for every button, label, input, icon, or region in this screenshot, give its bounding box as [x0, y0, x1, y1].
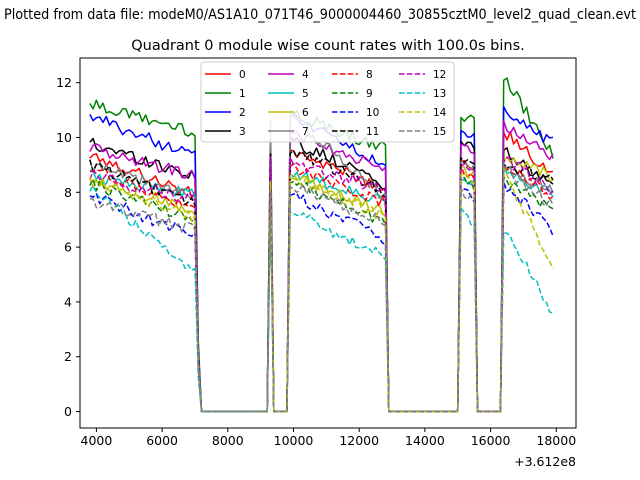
y-axis: 0 2 4 6 8 10 12	[56, 75, 80, 419]
y-tick-label: 4	[64, 294, 72, 309]
legend-label-4: 4	[302, 69, 309, 81]
y-tick-label: 10	[56, 130, 72, 145]
legend-label-3: 3	[239, 126, 246, 138]
y-tick-label: 6	[64, 240, 72, 255]
y-tick-label: 0	[64, 404, 72, 419]
x-tick-label: 14000	[405, 433, 445, 448]
legend-label-0: 0	[239, 69, 246, 81]
x-tick-label: 8000	[212, 433, 244, 448]
figure-suptitle: Plotted from data file: modeM0/AS1A10_07…	[4, 7, 636, 23]
legend-label-13: 13	[433, 88, 446, 100]
x-tick-label: 16000	[471, 433, 511, 448]
x-tick-label: 4000	[81, 433, 113, 448]
plot-frame	[79, 57, 577, 429]
legend-label-6: 6	[302, 107, 309, 119]
legend-label-1: 1	[239, 88, 246, 100]
y-tick-label: 12	[56, 75, 72, 90]
legend-label-8: 8	[366, 69, 373, 81]
chart-title: Quadrant 0 module wise count rates with …	[131, 38, 525, 54]
legend-label-14: 14	[433, 107, 447, 119]
x-offset-label: +3.612e8	[514, 454, 576, 469]
y-tick-label: 2	[64, 349, 72, 364]
series-line-13	[89, 184, 554, 413]
legend-frame	[200, 61, 455, 143]
legend-label-5: 5	[302, 88, 309, 100]
legend-label-15: 15	[433, 126, 446, 138]
x-tick-label: 18000	[536, 433, 576, 448]
series-line-14	[89, 167, 554, 413]
x-axis: 4000 6000 8000 10000 12000 14000 16000 18000	[81, 428, 576, 448]
series-line-15	[89, 162, 554, 413]
series-layer	[89, 77, 554, 413]
legend-label-11: 11	[366, 126, 379, 138]
legend-label-9: 9	[366, 88, 373, 100]
x-tick-label: 10000	[274, 433, 314, 448]
x-tick-label: 12000	[339, 433, 379, 448]
legend-label-10: 10	[366, 107, 379, 119]
legend-label-12: 12	[433, 69, 446, 81]
y-tick-label: 8	[64, 185, 72, 200]
legend-label-7: 7	[302, 126, 309, 138]
x-tick-label: 6000	[146, 433, 178, 448]
legend-label-2: 2	[239, 107, 246, 119]
